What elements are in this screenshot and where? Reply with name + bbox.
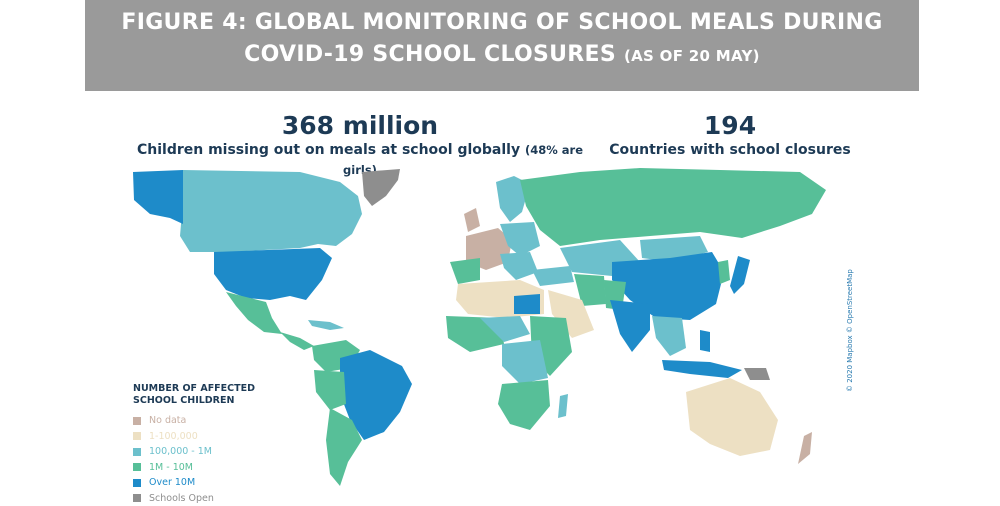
legend-label: Schools Open <box>149 493 214 504</box>
region-caribbean <box>308 320 344 330</box>
region-alaska <box>133 170 183 224</box>
region-mainland-se-asia <box>652 316 686 356</box>
figure-title-line2: COVID-19 SCHOOL CLOSURES (AS OF 20 MAY) <box>85 42 919 67</box>
legend-label: 1M - 10M <box>149 462 193 473</box>
region-central-africa <box>502 340 548 384</box>
children-count: 368 million <box>120 112 600 140</box>
legend-swatch <box>133 479 141 487</box>
map-legend: NUMBER OF AFFECTED SCHOOL CHILDREN No da… <box>133 383 255 506</box>
region-italy-balkans <box>500 252 538 280</box>
countries-count: 194 <box>600 112 860 140</box>
legend-item: No data <box>133 413 255 429</box>
legend-label: Over 10M <box>149 477 195 488</box>
region-australia <box>686 378 778 456</box>
region-korea <box>718 260 730 284</box>
legend-swatch <box>133 417 141 425</box>
region-iberia <box>450 258 480 284</box>
legend-label: 100,000 - 1M <box>149 446 212 457</box>
countries-caption: Countries with school closures <box>600 140 860 160</box>
legend-item: 1M - 10M <box>133 460 255 476</box>
legend-swatch <box>133 448 141 456</box>
region-philippines <box>700 330 710 352</box>
region-indonesia <box>662 360 742 378</box>
region-southern-africa <box>498 380 550 430</box>
legend-swatch <box>133 432 141 440</box>
figure-title-banner: FIGURE 4: GLOBAL MONITORING OF SCHOOL ME… <box>85 0 919 91</box>
region-new-zealand <box>798 432 812 464</box>
region-turkey <box>532 266 574 286</box>
region-canada <box>180 170 362 252</box>
region-russia <box>520 168 826 246</box>
region-egypt <box>514 294 540 314</box>
region-central-america <box>280 332 314 350</box>
figure-title-line1: FIGURE 4: GLOBAL MONITORING OF SCHOOL ME… <box>85 10 919 35</box>
region-usa <box>214 248 332 300</box>
countries-stat: 194 Countries with school closures <box>600 112 860 160</box>
legend-item: 100,000 - 1M <box>133 444 255 460</box>
legend-item: Over 10M <box>133 475 255 491</box>
legend-item: 1-100,000 <box>133 429 255 445</box>
map-attribution: © 2020 Mapbox © OpenStreetMap <box>846 269 854 392</box>
legend-title: NUMBER OF AFFECTED SCHOOL CHILDREN <box>133 383 255 406</box>
legend-swatch <box>133 463 141 471</box>
region-japan <box>730 256 750 294</box>
figure-title-date: (AS OF 20 MAY) <box>624 47 760 65</box>
legend-label: 1-100,000 <box>149 431 198 442</box>
legend-title-line1: NUMBER OF AFFECTED <box>133 383 255 395</box>
region-madagascar <box>558 394 568 418</box>
legend-title-line2: SCHOOL CHILDREN <box>133 395 255 407</box>
region-uk <box>464 208 480 232</box>
legend-items: No data 1-100,000 100,000 - 1M 1M - 10M … <box>133 413 255 506</box>
region-greenland <box>362 169 400 206</box>
region-papua <box>744 368 770 380</box>
figure-title-main: COVID-19 SCHOOL CLOSURES <box>244 42 616 67</box>
legend-item: Schools Open <box>133 491 255 506</box>
legend-swatch <box>133 494 141 502</box>
legend-label: No data <box>149 415 186 426</box>
region-india <box>610 300 650 352</box>
children-caption-text: Children missing out on meals at school … <box>137 142 520 158</box>
region-peru-bolivia <box>314 370 346 410</box>
